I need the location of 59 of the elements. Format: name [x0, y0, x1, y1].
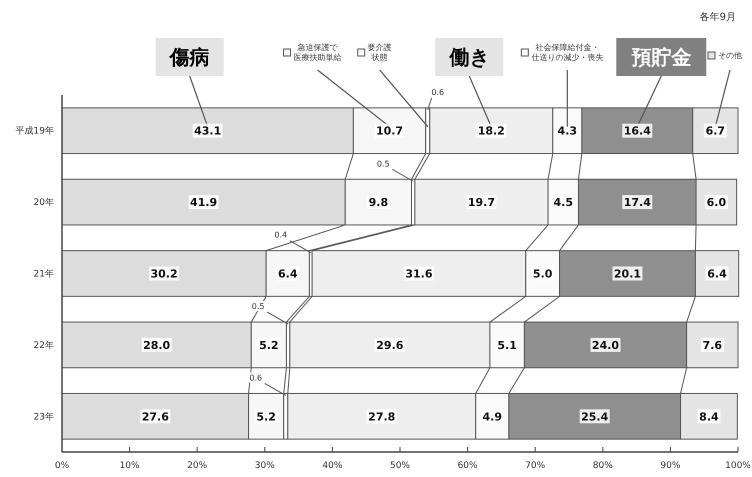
series-label: 預貯金 — [630, 45, 692, 69]
data-label: 16.4 — [624, 124, 652, 138]
data-label: 8.4 — [699, 410, 720, 424]
data-label: 30.2 — [150, 268, 178, 280]
data-label: 27.8 — [368, 410, 396, 424]
data-label: 4.3 — [558, 124, 578, 138]
data-label: 0.4 — [274, 230, 288, 240]
y-tick-label: 平成19年 — [16, 126, 54, 137]
data-label: 24.0 — [592, 338, 620, 352]
legend-label: 要介護状態 — [368, 43, 392, 62]
data-label: 6.0 — [706, 196, 726, 210]
x-tick-label: 100% — [725, 461, 752, 471]
x-tick-label: 10% — [120, 461, 140, 471]
legend-label: その他 — [718, 51, 742, 60]
x-tick-label: 60% — [458, 461, 478, 471]
data-label: 31.6 — [405, 268, 433, 280]
x-tick-label: 40% — [322, 461, 343, 471]
y-tick-label: 23年 — [34, 411, 54, 422]
data-label: 17.4 — [624, 196, 652, 210]
data-label: 4.9 — [482, 410, 502, 424]
data-label: 27.6 — [142, 410, 170, 424]
data-label: 41.9 — [190, 196, 218, 210]
data-label: 6.4 — [278, 268, 298, 280]
data-label: 6.7 — [706, 124, 726, 138]
data-label: 5.2 — [256, 410, 276, 424]
data-label: 6.4 — [707, 268, 728, 280]
x-tick-label: 90% — [660, 461, 681, 471]
data-label: 28.0 — [143, 338, 171, 352]
data-label: 43.1 — [194, 124, 222, 138]
data-label: 4.5 — [554, 196, 574, 210]
y-tick-label: 20年 — [34, 197, 54, 208]
data-label: 10.7 — [376, 124, 404, 138]
data-label: 0.5 — [252, 302, 264, 312]
x-tick-label: 0% — [54, 461, 70, 471]
data-label: 9.8 — [368, 196, 388, 210]
data-label: 7.6 — [702, 338, 722, 352]
y-tick-label: 22年 — [34, 340, 54, 351]
x-tick-label: 50% — [390, 461, 410, 471]
series-label: 傷病 — [168, 45, 210, 69]
x-tick-label: 20% — [187, 461, 208, 471]
data-label: 5.2 — [259, 338, 279, 352]
data-label: 19.7 — [468, 196, 496, 210]
x-tick-label: 70% — [525, 461, 546, 471]
x-tick-label: 30% — [254, 461, 276, 471]
data-label: 25.4 — [581, 410, 609, 424]
data-label: 0.6 — [431, 88, 444, 97]
x-tick-label: 80% — [592, 461, 614, 471]
y-tick-label: 21年 — [34, 268, 54, 280]
data-label: 5.1 — [497, 338, 517, 352]
data-label: 0.6 — [249, 373, 262, 382]
text: 各年9月 — [700, 11, 736, 23]
legend-label: 急迫保護で医療扶助単給 — [294, 43, 342, 62]
data-label: 18.2 — [478, 124, 505, 138]
data-label: 5.0 — [532, 268, 553, 280]
legend-label: 社会保障給付金・仕送りの減少・喪失 — [531, 43, 604, 62]
data-label: 29.6 — [376, 338, 404, 352]
data-label: 20.1 — [614, 268, 642, 280]
data-label: 0.5 — [376, 159, 390, 168]
series-label: 働き — [448, 45, 490, 69]
